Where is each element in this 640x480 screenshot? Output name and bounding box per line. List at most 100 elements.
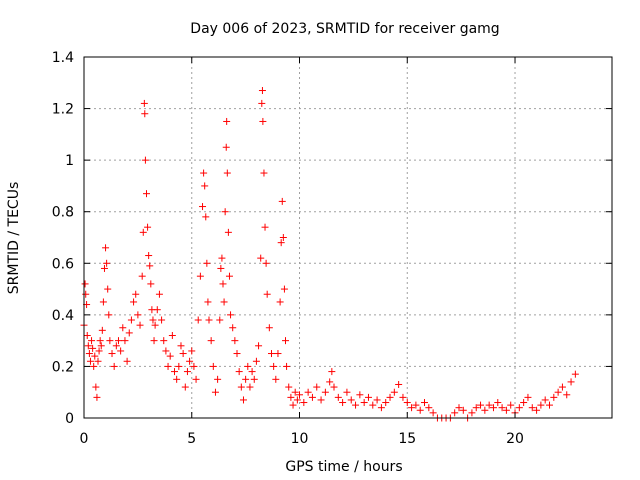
y-tick-label: 0.4 (52, 308, 74, 324)
chart-title: Day 006 of 2023, SRMTID for receiver gam… (190, 21, 499, 37)
data-point (277, 239, 285, 247)
data-point (196, 272, 204, 280)
data-point (283, 362, 291, 370)
data-point (293, 396, 301, 404)
data-point (192, 375, 200, 383)
x-tick-label: 5 (187, 431, 196, 447)
data-point (112, 342, 120, 350)
data-point (104, 285, 112, 293)
data-points (80, 87, 579, 422)
data-point (308, 393, 316, 401)
data-point (175, 362, 183, 370)
data-point (211, 388, 219, 396)
data-point (328, 368, 336, 376)
data-point (334, 393, 342, 401)
data-point (239, 396, 247, 404)
data-point (563, 391, 571, 399)
data-point (507, 401, 515, 409)
data-point (139, 228, 147, 236)
data-point (83, 331, 91, 339)
data-point (151, 321, 159, 329)
y-tick-label: 1.2 (52, 102, 74, 118)
data-point (282, 337, 290, 345)
data-point (229, 324, 237, 332)
data-point (369, 401, 377, 409)
data-point (425, 404, 433, 412)
data-point (515, 404, 523, 412)
data-point (386, 393, 394, 401)
data-point (94, 357, 102, 365)
data-point (183, 368, 191, 376)
plot-frame (83, 56, 613, 419)
data-point (98, 326, 106, 334)
data-point (110, 362, 118, 370)
data-point (554, 388, 562, 396)
data-point (134, 311, 142, 319)
data-point (321, 388, 329, 396)
data-point (85, 350, 93, 358)
data-point (119, 324, 127, 332)
data-point (250, 375, 258, 383)
data-point (136, 321, 144, 329)
data-point (280, 285, 288, 293)
data-point (255, 342, 263, 350)
data-point (149, 316, 157, 324)
data-point (524, 393, 532, 401)
data-point (146, 262, 154, 270)
data-point (237, 383, 245, 391)
data-point (260, 169, 268, 177)
data-point (91, 352, 99, 360)
data-point (141, 156, 149, 164)
data-point (267, 350, 275, 358)
data-point (186, 357, 194, 365)
grid (84, 57, 612, 418)
y-tick-label: 0.2 (52, 359, 74, 375)
data-point (233, 350, 241, 358)
data-point (541, 396, 549, 404)
data-point (274, 350, 282, 358)
data-point (127, 316, 135, 324)
data-point (347, 396, 355, 404)
data-point (395, 380, 403, 388)
data-point (356, 391, 364, 399)
data-point (81, 280, 89, 288)
data-point (108, 350, 116, 358)
data-point (162, 347, 170, 355)
data-point (222, 143, 230, 151)
data-point (382, 399, 390, 407)
data-point (168, 331, 176, 339)
data-point (259, 117, 267, 125)
data-point (223, 169, 231, 177)
data-point (373, 396, 381, 404)
data-point (209, 362, 217, 370)
y-axis-label: SRMTID / TECUs (6, 182, 22, 295)
data-point (142, 190, 150, 198)
data-point (86, 357, 94, 365)
data-point (227, 311, 235, 319)
data-point (468, 409, 476, 417)
data-point (289, 401, 297, 409)
data-point (164, 362, 172, 370)
data-point (279, 234, 287, 241)
data-point (117, 347, 125, 355)
data-point (221, 208, 229, 216)
data-point (171, 368, 179, 376)
data-point (399, 393, 407, 401)
data-point (498, 404, 506, 412)
data-point (252, 357, 260, 365)
data-point (188, 347, 196, 355)
data-point (194, 316, 202, 324)
data-point (158, 316, 166, 324)
x-tick-label: 0 (80, 431, 89, 447)
x-tick-label: 20 (506, 431, 524, 447)
data-point (201, 182, 209, 190)
data-point (84, 342, 92, 350)
data-point (285, 383, 293, 391)
data-point (153, 306, 161, 314)
data-point (216, 316, 224, 324)
data-point (160, 337, 168, 345)
data-point (567, 378, 575, 386)
data-point (278, 197, 286, 205)
data-point (244, 362, 252, 370)
data-point (263, 290, 271, 298)
